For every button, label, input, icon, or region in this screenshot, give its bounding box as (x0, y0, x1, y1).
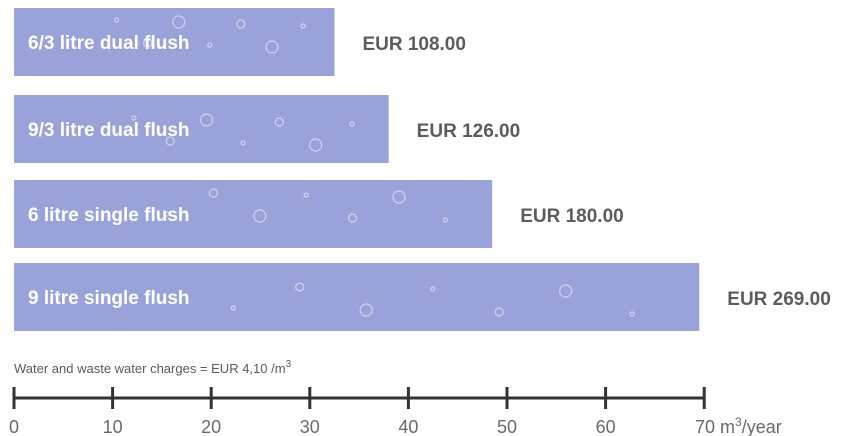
bar-value-label: EUR 108.00 (362, 34, 466, 55)
bubble-decoration (208, 188, 219, 198)
bubble-decoration (265, 40, 279, 54)
x-tick-label: 60 (596, 417, 616, 436)
bubble-decoration (199, 113, 214, 127)
bubble-decoration (207, 42, 213, 48)
bubble-decoration (430, 286, 436, 292)
bubble-decoration (274, 117, 284, 127)
bubble-decoration (300, 23, 306, 29)
bubble-decoration (494, 307, 504, 317)
bubble-decoration (347, 213, 358, 223)
bar-label: 9 litre single flush (28, 288, 190, 309)
bubble-decoration (230, 305, 236, 311)
bar-value-label: EUR 126.00 (417, 121, 521, 142)
bubble-decoration (559, 284, 573, 298)
x-tick-label: 50 (497, 417, 517, 436)
bubble-decoration (143, 38, 153, 48)
bubble-decoration (295, 282, 305, 292)
bubble-decoration (172, 15, 186, 29)
x-tick-label: 0 (9, 417, 19, 436)
bar-3 (14, 180, 493, 248)
bar-2 (14, 95, 389, 163)
bar-group: 6/3 litre dual flush EUR 108.00 9/3 litre … (14, 8, 831, 331)
bubble-decoration (131, 115, 137, 121)
bubble-decoration (359, 303, 373, 317)
charges-note: Water and waste water charges = EUR 4,10… (14, 359, 292, 376)
x-tick-label: 40 (398, 417, 418, 436)
bubble-decoration (164, 211, 170, 217)
bubble-decoration (349, 121, 355, 127)
bubble-decoration (629, 311, 635, 317)
bubble-decoration (240, 140, 246, 146)
bar-value-label: EUR 180.00 (520, 206, 624, 227)
bubble-decoration (309, 138, 323, 152)
bar-value-label: EUR 269.00 (727, 289, 831, 310)
bubble-decoration (113, 17, 120, 23)
x-tick-label: 20 (201, 417, 221, 436)
bar-1 (14, 8, 335, 76)
x-axis: 0 10 20 30 40 50 60 (9, 387, 706, 436)
bar-label: 6/3 litre dual flush (28, 33, 190, 54)
bar-label: 6 litre single flush (28, 205, 190, 226)
bubble-decoration (392, 190, 406, 204)
bubble-decoration (165, 136, 175, 146)
bubble-decoration (303, 192, 309, 198)
bubble-decoration (253, 209, 267, 223)
bar-label: 9/3 litre dual flush (28, 120, 190, 141)
bubble-decoration (442, 217, 448, 223)
x-tick-label: 10 (103, 417, 123, 436)
bar-4 (14, 263, 700, 331)
x-axis-unit: 70 m3/year (695, 415, 782, 436)
bubble-decoration (236, 19, 246, 29)
x-tick-label: 30 (300, 417, 320, 436)
